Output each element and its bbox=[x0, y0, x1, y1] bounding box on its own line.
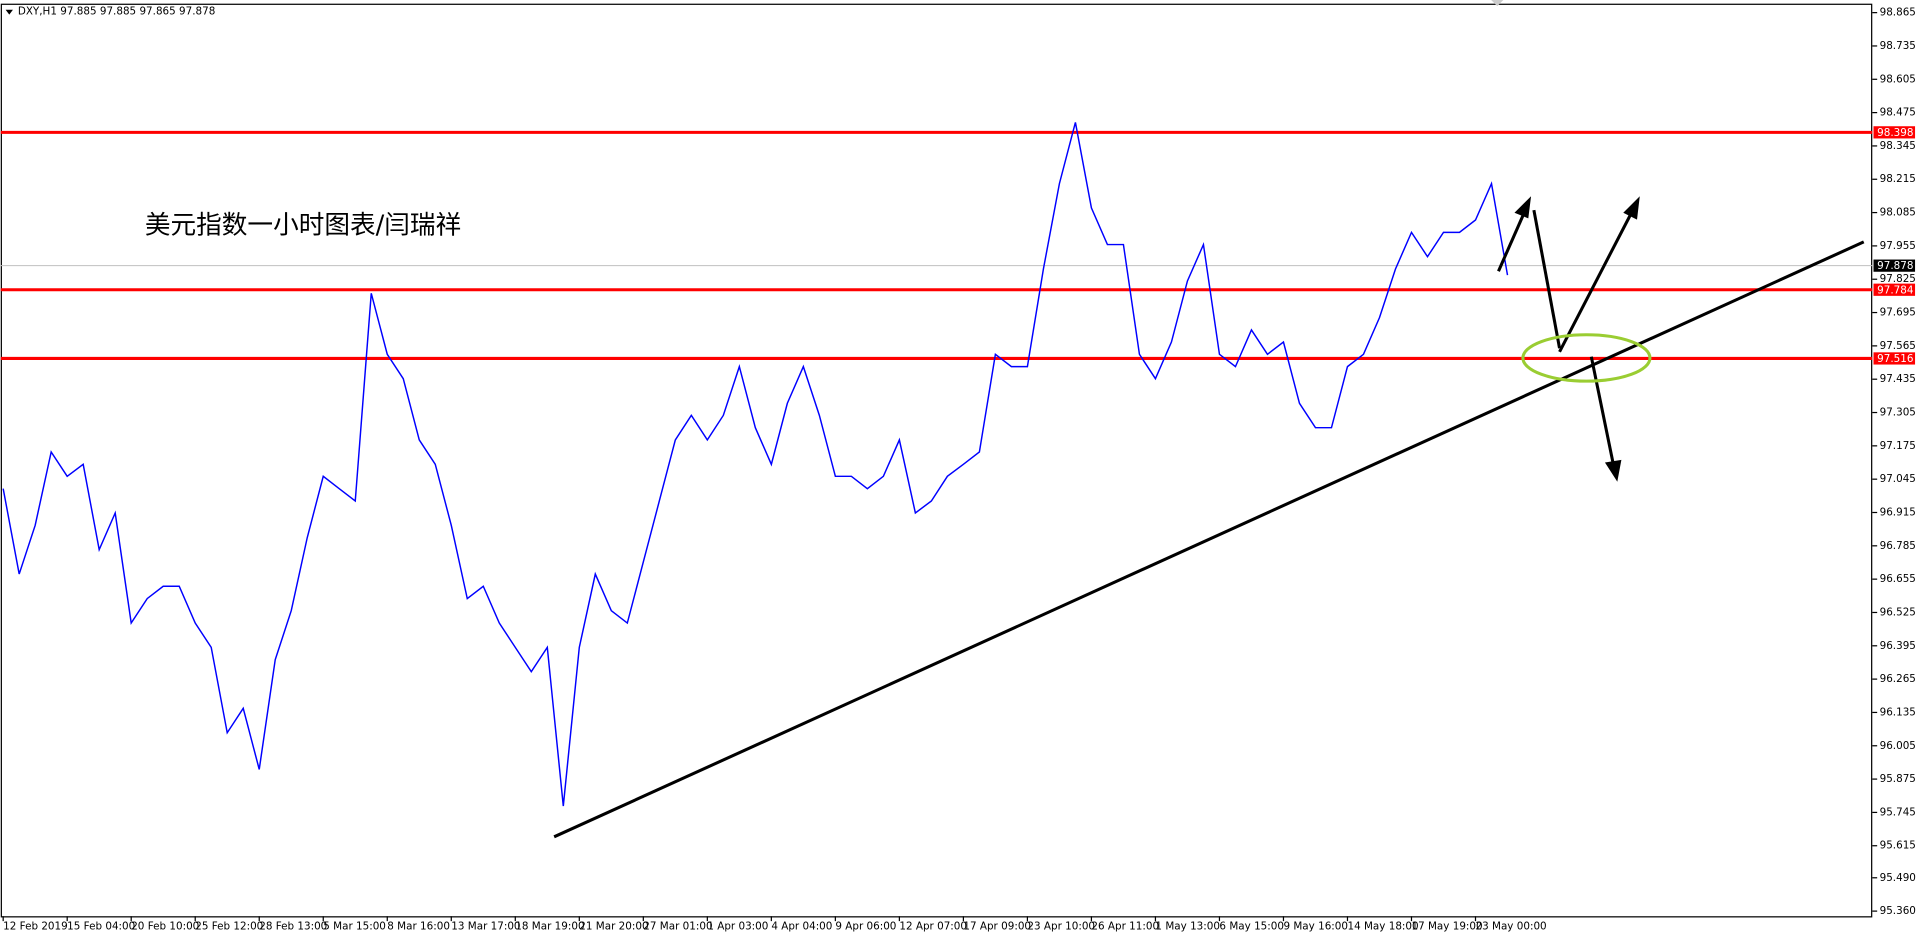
level-box bbox=[1873, 283, 1916, 296]
y-tick-label: 98.735 bbox=[1880, 40, 1916, 52]
y-tick-label: 98.215 bbox=[1880, 173, 1916, 185]
plot-layer: 98.865 98.735 98.605 98.475 98.345 98.215 98.0… bbox=[0, 7, 1916, 933]
x-tick-label: 1 May 13:00 bbox=[1155, 921, 1220, 933]
arrows bbox=[1497, 196, 1640, 482]
x-tick-label: 20 Feb 10:00 bbox=[131, 921, 199, 933]
x-tick-label: 27 Mar 01:00 bbox=[643, 921, 712, 933]
level-label: 97.784 bbox=[1877, 284, 1914, 296]
y-tick-label: 96.655 bbox=[1880, 573, 1916, 585]
level-label: 98.398 bbox=[1877, 127, 1913, 139]
y-tick-label: 97.175 bbox=[1880, 440, 1916, 452]
y-tick-label: 95.490 bbox=[1880, 872, 1916, 884]
y-tick-label: 98.865 bbox=[1880, 7, 1916, 19]
y-tick-label: 95.615 bbox=[1880, 840, 1916, 852]
y-tick-label: 96.135 bbox=[1880, 706, 1916, 718]
level-box bbox=[1873, 352, 1916, 365]
x-tick-label: 8 Mar 16:00 bbox=[387, 921, 450, 933]
x-tick-label: 9 May 16:00 bbox=[1283, 921, 1348, 933]
x-tick-label: 6 May 15:00 bbox=[1219, 921, 1284, 933]
y-tick-label: 96.265 bbox=[1880, 673, 1916, 685]
x-tick-label: 1 Apr 03:00 bbox=[707, 921, 768, 933]
x-tick-label: 13 Mar 17:00 bbox=[451, 921, 520, 933]
shift-marker bbox=[1491, 0, 1504, 7]
x-tick-label: 21 Mar 20:00 bbox=[579, 921, 648, 933]
x-tick-label: 12 Feb 2019 bbox=[3, 921, 68, 933]
y-tick-label: 95.875 bbox=[1880, 773, 1916, 785]
x-tick-label: 15 Feb 04:00 bbox=[67, 921, 135, 933]
y-tick-label: 97.565 bbox=[1880, 340, 1916, 352]
y-tick-label: 96.005 bbox=[1880, 740, 1916, 752]
level-label: 97.516 bbox=[1877, 353, 1913, 365]
y-tick-label: 98.605 bbox=[1880, 73, 1916, 85]
y-tick-label: 98.085 bbox=[1880, 207, 1916, 219]
y-tick-label: 95.360 bbox=[1880, 905, 1916, 917]
level-box bbox=[1873, 126, 1916, 139]
y-tick-label: 97.435 bbox=[1880, 373, 1916, 385]
x-tick-label: 4 Apr 04:00 bbox=[771, 921, 832, 933]
x-tick-label: 25 Feb 12:00 bbox=[195, 921, 263, 933]
menu-triangle bbox=[5, 9, 13, 15]
trend-line bbox=[553, 240, 1865, 839]
x-tick-label: 23 Apr 10:00 bbox=[1027, 921, 1095, 933]
x-tick-label: 14 May 18:00 bbox=[1347, 921, 1418, 933]
y-tick-label: 95.745 bbox=[1880, 806, 1916, 818]
y-tick-label: 97.695 bbox=[1880, 307, 1916, 319]
y-tick-label: 96.395 bbox=[1880, 640, 1916, 652]
plot-frame bbox=[0, 3, 1873, 918]
y-tick-label: 98.475 bbox=[1880, 107, 1916, 119]
y-tick-label: 96.785 bbox=[1880, 540, 1916, 552]
x-tick-label: 23 May 00:00 bbox=[1475, 921, 1546, 933]
x-tick-label: 12 Apr 07:00 bbox=[899, 921, 967, 933]
current-price-label: 97.878 bbox=[1877, 260, 1913, 272]
y-tick-label: 97.825 bbox=[1880, 273, 1916, 285]
highlight-ellipse bbox=[1521, 333, 1652, 383]
chart-title: DXY,H1 97.885 97.885 97.865 97.878 bbox=[18, 6, 216, 18]
x-tick-label: 18 Mar 19:00 bbox=[515, 921, 584, 933]
current-price-box bbox=[1873, 259, 1916, 272]
x-tick-label: 26 Apr 11:00 bbox=[1091, 921, 1159, 933]
x-tick-label: 17 Apr 09:00 bbox=[963, 921, 1031, 933]
x-tick-label: 5 Mar 15:00 bbox=[323, 921, 386, 933]
price-line bbox=[2, 122, 1509, 807]
y-tick-label: 96.525 bbox=[1880, 606, 1916, 618]
y-tick-label: 96.915 bbox=[1880, 506, 1916, 518]
x-tick-label: 9 Apr 06:00 bbox=[835, 921, 896, 933]
y-tick-label: 97.305 bbox=[1880, 407, 1916, 419]
y-tick-label: 97.045 bbox=[1880, 473, 1916, 485]
annotation: 美元指数一小时图表/闫瑞祥 bbox=[145, 210, 461, 240]
y-tick-label: 97.955 bbox=[1880, 240, 1916, 252]
x-tick-label: 28 Feb 13:00 bbox=[259, 921, 327, 933]
x-tick-label: 17 May 19:00 bbox=[1411, 921, 1482, 933]
y-tick-label: 98.345 bbox=[1880, 140, 1916, 152]
